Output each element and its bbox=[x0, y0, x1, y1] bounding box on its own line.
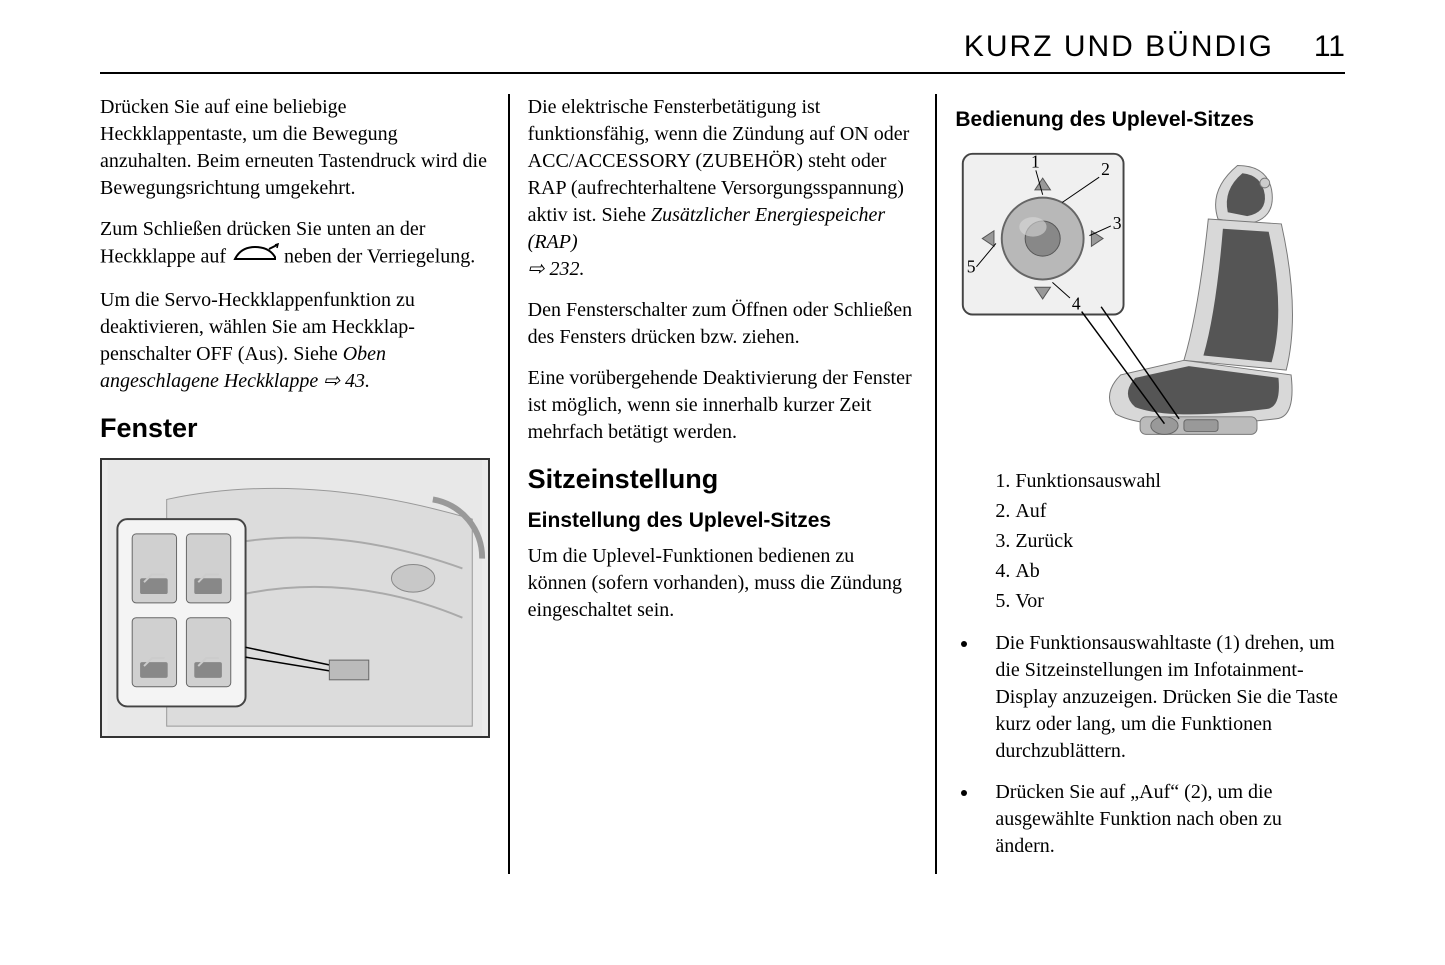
callout-label-4: 4 bbox=[1072, 294, 1081, 314]
col2-p1c-num: 232. bbox=[544, 258, 584, 280]
figure-window-switches bbox=[100, 458, 490, 738]
legend-item-4: Ab bbox=[1015, 556, 1345, 586]
legend-item-2: Auf bbox=[1015, 496, 1345, 526]
col2-p1c: ⇨ 232. bbox=[528, 258, 585, 280]
page: KURZ UND BÜNDIG 11 Drücken Sie auf eine … bbox=[0, 0, 1445, 965]
legend-list: Funktionsauswahl Auf Zurück Ab Vor bbox=[1015, 466, 1345, 616]
section-title: KURZ UND BÜNDIG bbox=[964, 30, 1274, 64]
col1-para-3: Um die Servo-Heckklappenfunktion zu deak… bbox=[100, 287, 490, 395]
col2-para-1: Die elektrische Fensterbetätigung ist fu… bbox=[528, 94, 918, 283]
bullet-1: Die Funktionsauswahltaste (1) drehen, um… bbox=[979, 630, 1345, 765]
column-2: Die elektrische Fensterbetätigung ist fu… bbox=[510, 94, 936, 874]
legend-item-1: Funktionsauswahl bbox=[1015, 466, 1345, 496]
callout-label-2: 2 bbox=[1101, 159, 1110, 179]
legend-item-3: Zurück bbox=[1015, 526, 1345, 556]
heading-sitzeinstellung: Sitzeinstellung bbox=[528, 464, 918, 495]
subheading-bedienung: Bedienung des Uplevel-Sitzes bbox=[955, 108, 1345, 132]
callout-label-3: 3 bbox=[1113, 213, 1122, 233]
bullet-2: Drücken Sie auf „Auf“ (2), um die ausgew… bbox=[979, 779, 1345, 860]
content-columns: Drücken Sie auf eine beliebige Heckklapp… bbox=[100, 94, 1345, 874]
heading-fenster: Fenster bbox=[100, 413, 490, 444]
liftgate-icon bbox=[231, 243, 279, 273]
page-number: 11 bbox=[1314, 30, 1345, 64]
subheading-einstellung: Einstellung des Uplevel-Sitzes bbox=[528, 509, 918, 533]
col1-para-2: Zum Schließen drücken Sie unten an der H… bbox=[100, 216, 490, 273]
col1-p3c-num: 43. bbox=[340, 370, 370, 392]
bullet-list: Die Funktionsauswahltaste (1) drehen, um… bbox=[979, 630, 1345, 860]
page-header: KURZ UND BÜNDIG 11 bbox=[100, 30, 1345, 74]
col2-para-2: Den Fensterschalter zum Öffnen oder Schl… bbox=[528, 297, 918, 351]
col2-para-3: Eine vorübergehende Deaktivierung der Fe… bbox=[528, 365, 918, 446]
xref-arrow-icon-2: ⇨ bbox=[528, 258, 545, 280]
column-1: Drücken Sie auf eine beliebige Heckklapp… bbox=[100, 94, 508, 874]
col2-para-4: Um die Uplevel-Funktionen bedienen zu kö… bbox=[528, 543, 918, 624]
col1-p2b: neben der Verriegelung. bbox=[284, 246, 475, 268]
figure-seat-controls: 1 2 3 4 5 bbox=[955, 142, 1345, 452]
col1-para-1: Drücken Sie auf eine beliebige Heckklapp… bbox=[100, 94, 490, 202]
xref-arrow-icon: ⇨ bbox=[323, 370, 340, 392]
callout-label-5: 5 bbox=[967, 257, 976, 277]
col1-p3c: ⇨ 43. bbox=[318, 370, 370, 392]
callout-label-1: 1 bbox=[1031, 151, 1040, 171]
column-3: Bedienung des Uplevel-Sitzes bbox=[937, 94, 1345, 874]
legend-item-5: Vor bbox=[1015, 586, 1345, 616]
